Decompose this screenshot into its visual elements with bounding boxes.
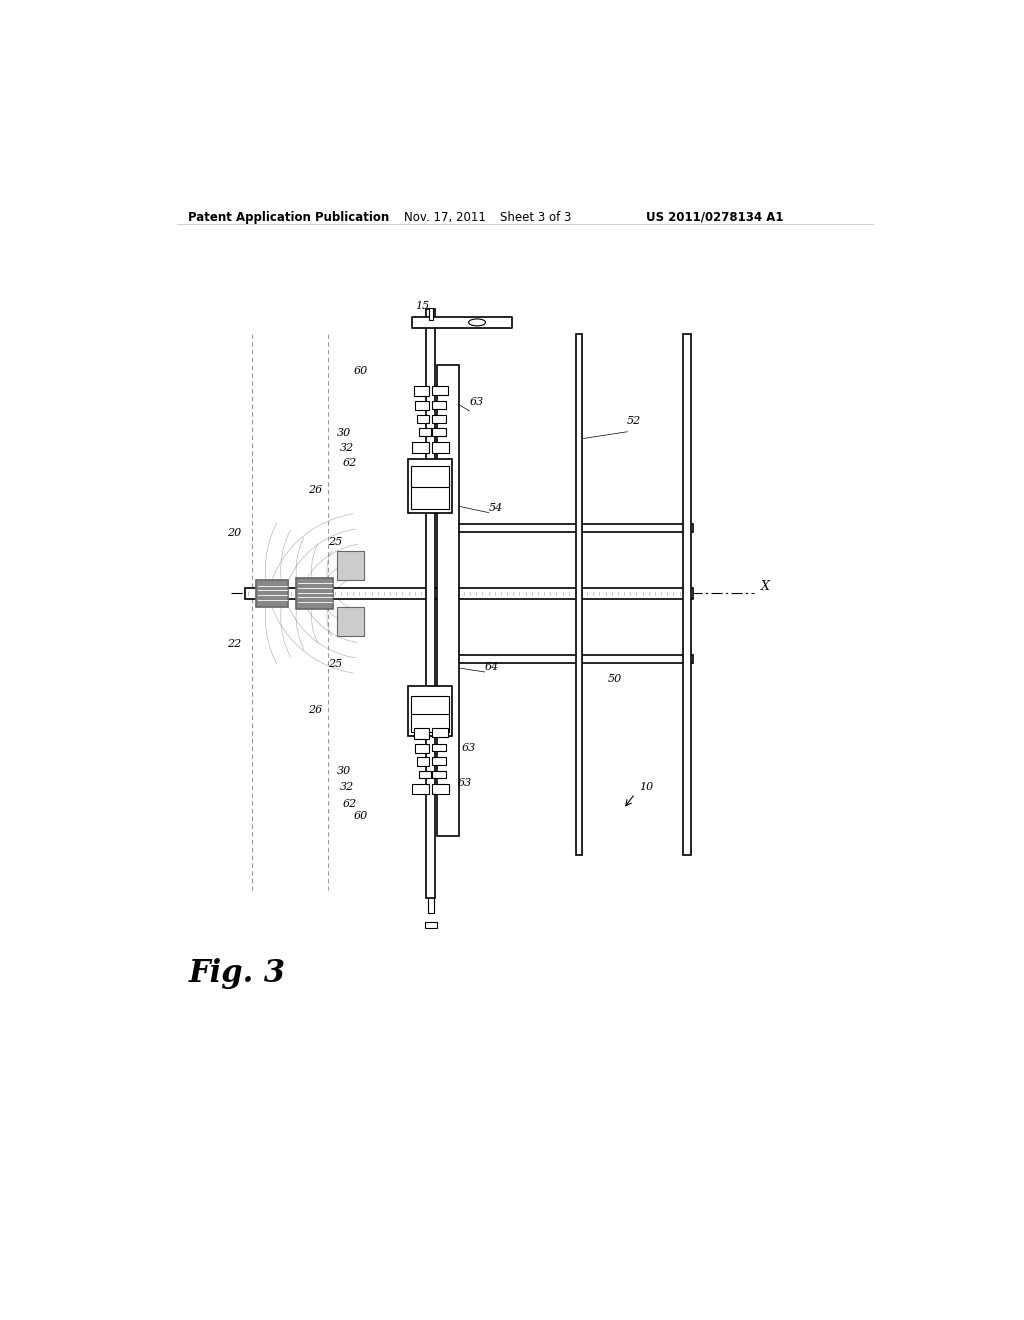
Text: 32: 32 [340, 781, 354, 792]
Text: 30: 30 [337, 428, 351, 438]
Text: 62: 62 [343, 799, 357, 809]
Text: 20: 20 [226, 528, 241, 537]
Text: 52: 52 [628, 416, 641, 426]
Bar [432, 758, 446, 766]
Bar [454, 655, 692, 663]
Bar [432, 385, 447, 395]
Bar [416, 401, 429, 411]
Text: 10: 10 [639, 781, 653, 792]
Bar [414, 385, 429, 396]
Text: 22: 22 [226, 639, 241, 649]
Bar [437, 364, 459, 836]
Bar [408, 459, 453, 512]
Text: US 2011/0278134 A1: US 2011/0278134 A1 [646, 211, 784, 224]
Bar [454, 524, 692, 532]
Bar [419, 771, 431, 779]
Bar [683, 334, 691, 855]
Text: 15: 15 [416, 301, 430, 310]
Text: 63: 63 [458, 777, 472, 788]
Bar [411, 482, 450, 508]
Bar [428, 890, 434, 913]
Bar [413, 442, 429, 453]
Bar [337, 607, 364, 636]
Text: X: X [761, 579, 769, 593]
Bar [413, 784, 429, 795]
Text: 64: 64 [484, 663, 499, 672]
Bar [432, 401, 446, 409]
Text: 30: 30 [337, 767, 351, 776]
Text: Fig. 3: Fig. 3 [188, 958, 286, 989]
Bar [432, 414, 446, 422]
Bar [337, 552, 364, 581]
Bar [575, 334, 582, 855]
Bar [416, 743, 429, 752]
Bar [426, 309, 435, 898]
Bar [412, 317, 512, 327]
Text: Patent Application Publication: Patent Application Publication [188, 211, 389, 224]
Bar [432, 729, 447, 738]
Text: 60: 60 [354, 366, 368, 376]
Bar [296, 578, 333, 609]
Text: 25: 25 [329, 659, 343, 669]
Bar [432, 743, 446, 751]
Text: 32: 32 [340, 444, 354, 453]
Bar [432, 771, 446, 779]
Bar [432, 428, 446, 436]
Text: 60: 60 [354, 810, 368, 821]
Text: 25: 25 [329, 537, 343, 546]
Bar [411, 708, 450, 733]
Bar [429, 308, 433, 321]
Text: Nov. 17, 2011: Nov. 17, 2011 [403, 211, 485, 224]
Bar [425, 923, 437, 928]
Text: 50: 50 [608, 675, 623, 684]
Bar [256, 581, 289, 607]
Bar [414, 729, 429, 739]
Text: 63: 63 [469, 397, 483, 407]
Bar [411, 696, 450, 714]
Text: 62: 62 [343, 458, 357, 469]
Bar [245, 589, 692, 599]
Bar [411, 466, 450, 487]
Bar [408, 686, 453, 737]
Text: 63: 63 [462, 743, 476, 754]
Text: 54: 54 [488, 503, 503, 513]
Bar [417, 758, 429, 766]
Text: Sheet 3 of 3: Sheet 3 of 3 [500, 211, 571, 224]
Text: 26: 26 [307, 705, 322, 715]
Text: 26: 26 [307, 486, 322, 495]
Bar [432, 442, 450, 453]
Bar [432, 784, 450, 795]
Ellipse shape [469, 319, 485, 326]
Bar [417, 414, 429, 424]
Bar [419, 428, 431, 436]
